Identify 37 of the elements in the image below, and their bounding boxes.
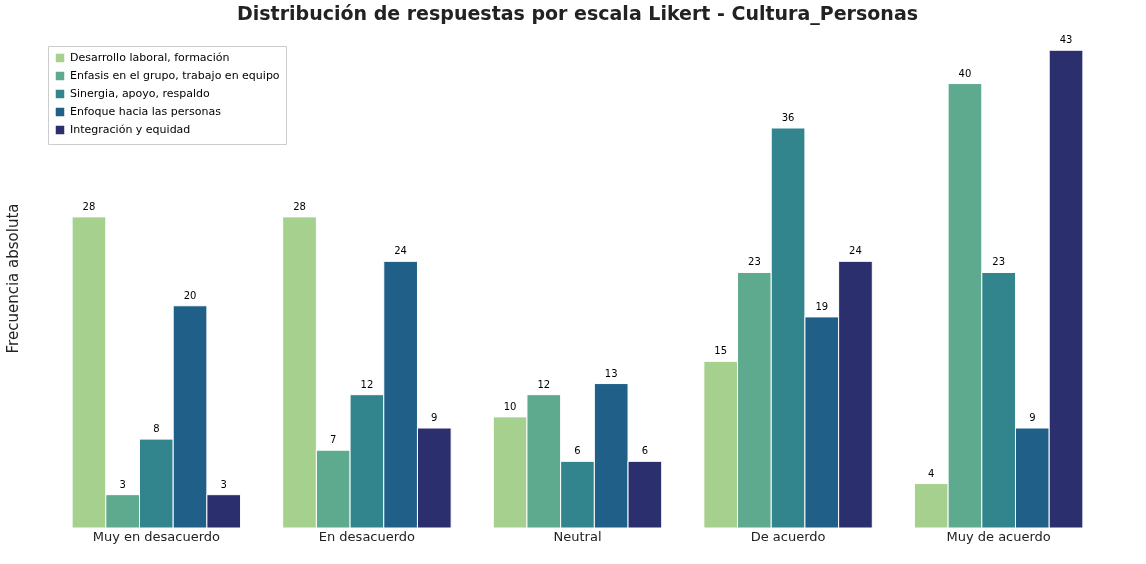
- data-label: 28: [82, 200, 96, 212]
- data-label: 13: [604, 367, 618, 379]
- data-label: 24: [849, 245, 862, 257]
- legend-label: Enfoque hacia las personas: [70, 105, 222, 118]
- x-tick-label: Muy de acuerdo: [946, 528, 1051, 544]
- data-label: 3: [119, 478, 126, 490]
- data-label: 8: [153, 423, 160, 435]
- legend-label: Sinergia, apoyo, respaldo: [70, 87, 211, 100]
- data-label: 23: [748, 256, 761, 268]
- y-axis-title: Frecuencia absoluta: [3, 203, 22, 354]
- data-label: 9: [1029, 412, 1036, 423]
- data-label: 12: [537, 378, 551, 390]
- data-label: 23: [992, 256, 1006, 268]
- x-tick-label: Neutral: [553, 528, 602, 544]
- data-label: 24: [394, 245, 407, 257]
- data-label: 40: [958, 67, 972, 79]
- data-label: 6: [574, 445, 581, 457]
- data-label: 12: [360, 378, 374, 390]
- x-tick-label: De acuerdo: [750, 528, 826, 544]
- legend-label: Integración y equidad: [70, 123, 191, 136]
- data-label: 36: [781, 112, 795, 123]
- data-label: 19: [815, 300, 829, 312]
- data-label: 7: [330, 434, 337, 446]
- data-label: 3: [220, 478, 227, 490]
- data-label: 28: [293, 200, 306, 212]
- data-label: 4: [928, 467, 935, 479]
- data-label: 15: [714, 345, 728, 357]
- data-label: 6: [641, 445, 649, 457]
- x-tick-label: En desacuerdo: [318, 528, 416, 544]
- data-label: 10: [503, 400, 517, 412]
- chart-title: Distribución de respuestas por escala Likert - Cultura_Personas: [236, 2, 919, 25]
- legend-label: Enfasis en el grupo, trabajo en equipo: [70, 69, 280, 82]
- data-label: 43: [1059, 34, 1073, 46]
- data-label: 20: [183, 289, 197, 301]
- data-label: 9: [431, 412, 438, 423]
- x-tick-label: Muy en desacuerdo: [92, 528, 221, 544]
- legend-label: Desarrollo laboral, formación: [70, 51, 230, 64]
